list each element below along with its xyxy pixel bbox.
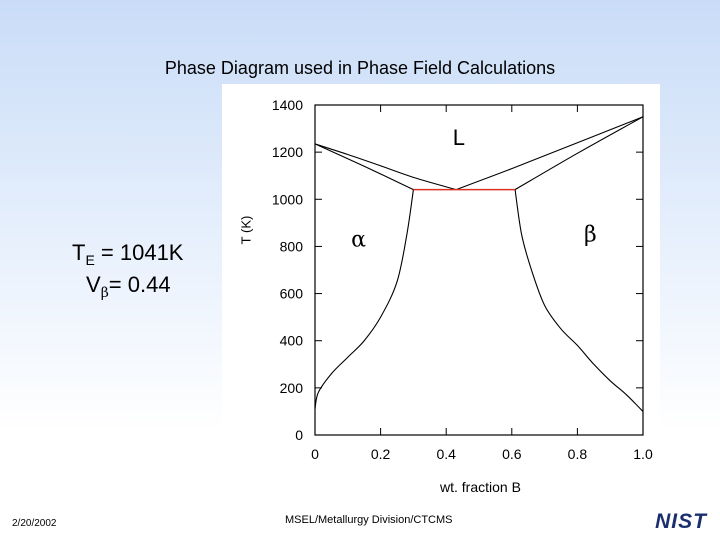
y-tick-label: 600 — [280, 286, 304, 302]
x-tick-label: 0.2 — [371, 446, 391, 462]
y-tick-label: 800 — [280, 238, 304, 254]
nist-logo: NIST — [655, 510, 708, 533]
y-axis-label: T (K) — [238, 215, 254, 245]
region-label: L — [453, 125, 465, 150]
volume-greek: β — [100, 285, 109, 301]
nist-logo-text: NIST — [655, 510, 708, 533]
region-label: β — [584, 223, 597, 248]
footer-org: MSEL/Metallurgy Division/CTCMS — [285, 514, 453, 526]
series-solidus-right — [514, 116, 644, 191]
x-axis-label: wt. fraction B — [440, 479, 521, 495]
series-solidus-left — [314, 143, 414, 191]
x-tick-label: 0 — [311, 446, 319, 462]
slide-title: Phase Diagram used in Phase Field Calcul… — [164, 58, 556, 78]
y-tick-label: 1200 — [272, 144, 303, 160]
eutectic-symbol: T — [72, 240, 86, 265]
eutectic-subscript: E — [85, 252, 95, 268]
volume-fraction-text: Vβ= 0.44 — [86, 272, 171, 301]
series-liquidus-left — [314, 143, 457, 191]
footer-date: 2/20/2002 — [12, 518, 57, 529]
x-tick-label: 1.0 — [633, 446, 653, 462]
y-tick-label: 400 — [280, 333, 304, 349]
y-tick-label: 1400 — [272, 97, 303, 113]
series-liquidus-right — [455, 116, 644, 191]
y-tick-label: 1000 — [272, 191, 303, 207]
eutectic-temperature-text: TE = 1041K — [72, 240, 184, 268]
volume-value: = 0.44 — [108, 272, 171, 297]
eutectic-value: = 1041K — [94, 240, 184, 265]
y-tick-label: 0 — [295, 427, 303, 443]
x-tick-label: 0.8 — [568, 446, 588, 462]
y-tick-label: 200 — [280, 380, 304, 396]
series-solvus-right — [514, 189, 644, 412]
volume-symbol: V — [86, 272, 101, 297]
plot-frame — [314, 104, 644, 436]
x-tick-label: 0.6 — [502, 446, 522, 462]
x-tick-label: 0.4 — [436, 446, 456, 462]
region-label: α — [351, 227, 366, 252]
series-solvus-left — [314, 189, 414, 410]
